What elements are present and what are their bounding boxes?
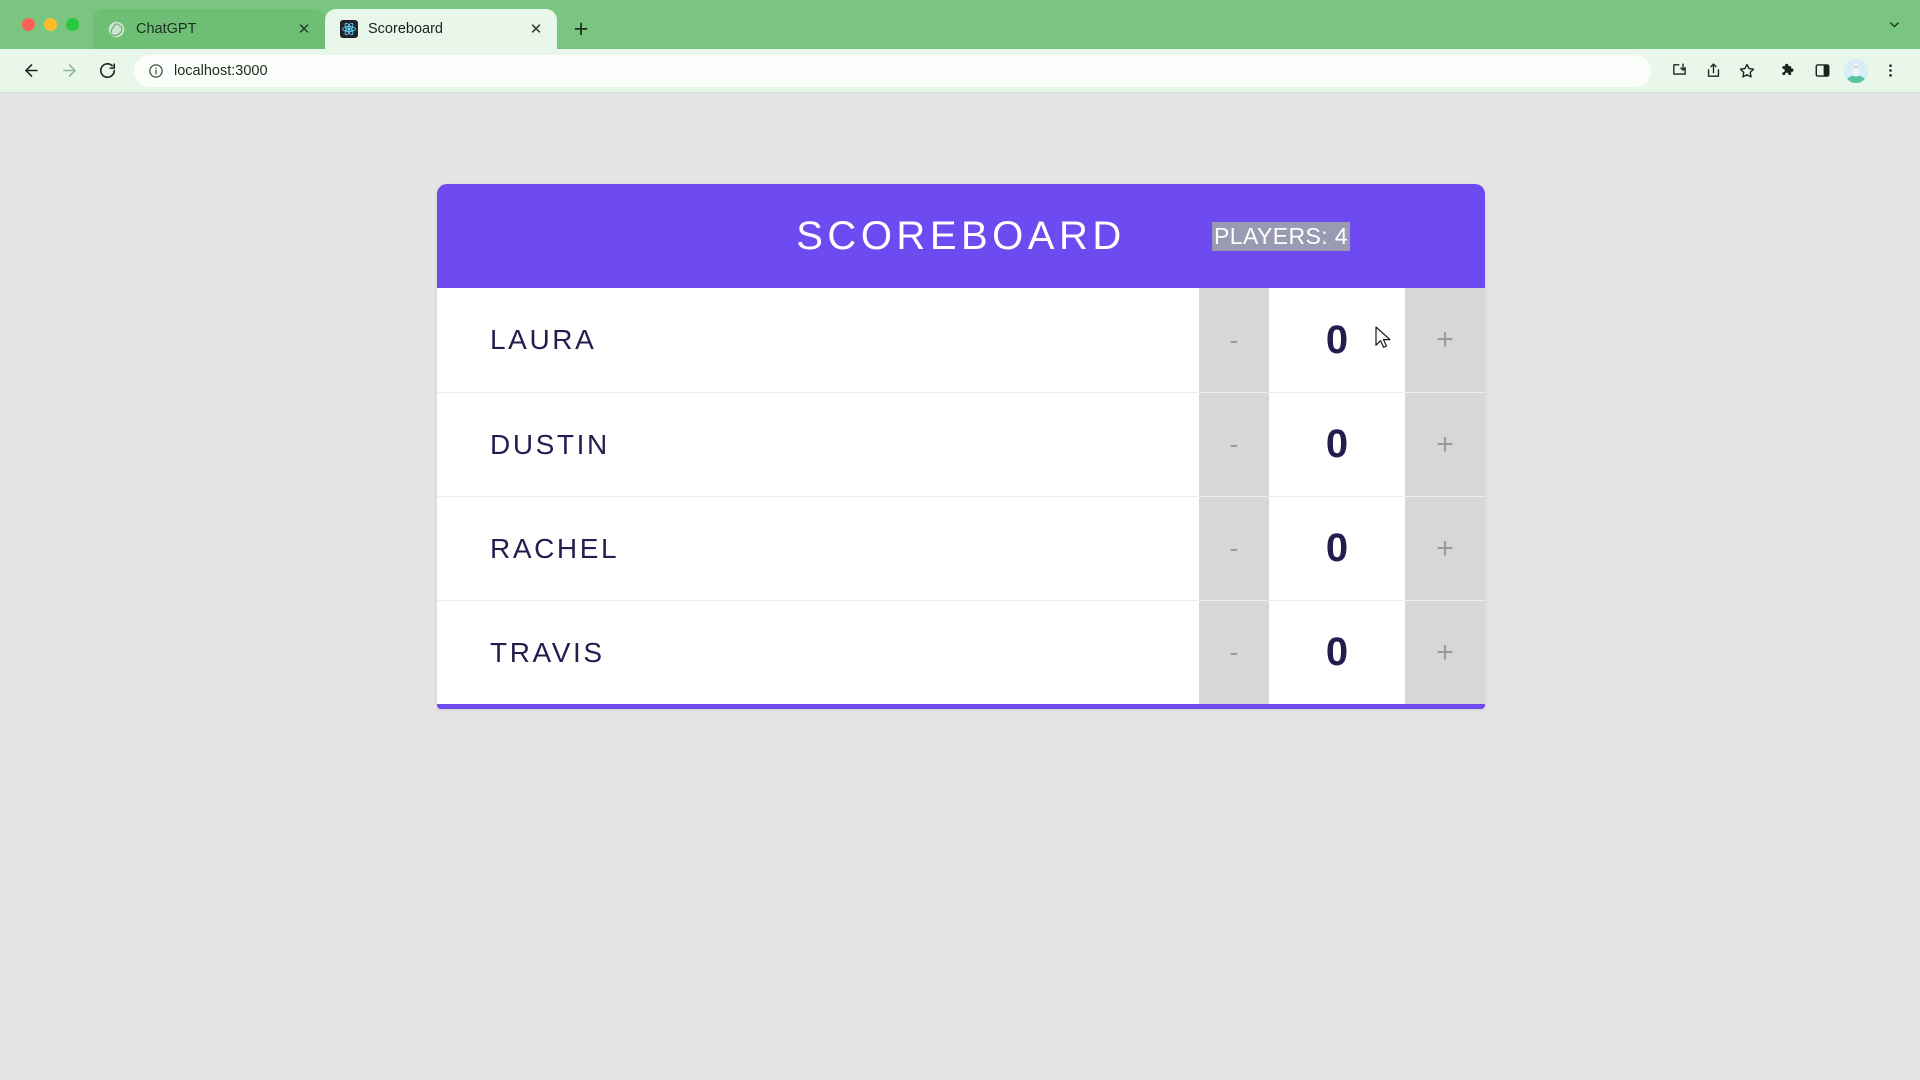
table-row: RACHEL - 0 +: [437, 496, 1485, 600]
table-row: LAURA - 0 +: [437, 288, 1485, 392]
tab-title-chatgpt: ChatGPT: [136, 21, 197, 37]
player-name: DUSTIN: [437, 393, 1199, 496]
side-panel-icon[interactable]: [1806, 55, 1838, 87]
close-window-button[interactable]: [22, 18, 35, 31]
decrement-score-button[interactable]: -: [1199, 288, 1269, 392]
scoreboard-header: SCOREBOARD PLAYERS: 4: [437, 184, 1485, 288]
player-score: 0: [1269, 601, 1405, 704]
players-count-label: PLAYERS: 4: [1212, 221, 1350, 251]
profile-avatar-icon[interactable]: [1840, 55, 1872, 87]
address-bar-url[interactable]: localhost:3000: [174, 62, 268, 79]
player-name: RACHEL: [437, 497, 1199, 600]
page-viewport: SCOREBOARD PLAYERS: 4 LAURA - 0 + DUSTIN…: [0, 94, 1920, 1080]
window-traffic-lights: [14, 0, 93, 49]
forward-arrow-icon: [52, 54, 86, 88]
player-list: LAURA - 0 + DUSTIN - 0 + RACHEL - 0: [437, 288, 1485, 704]
back-arrow-icon[interactable]: [14, 54, 48, 88]
tab-scoreboard[interactable]: Scoreboard ✕: [325, 9, 557, 49]
scoreboard-card: SCOREBOARD PLAYERS: 4 LAURA - 0 + DUSTIN…: [437, 184, 1485, 709]
page-title: SCOREBOARD: [796, 213, 1126, 258]
browser-toolbar: localhost:3000: [0, 49, 1920, 93]
reload-icon[interactable]: [90, 54, 124, 88]
player-score: 0: [1269, 497, 1405, 600]
player-name: LAURA: [437, 288, 1199, 392]
increment-score-button[interactable]: +: [1405, 393, 1485, 496]
increment-score-button[interactable]: +: [1405, 601, 1485, 704]
increment-score-button[interactable]: +: [1405, 497, 1485, 600]
download-icon[interactable]: [1663, 55, 1695, 87]
maximize-window-button[interactable]: [66, 18, 79, 31]
new-tab-button[interactable]: +: [573, 14, 589, 43]
tab-strip: ChatGPT ✕ Scoreboard ✕ +: [0, 0, 1920, 49]
table-row: DUSTIN - 0 +: [437, 392, 1485, 496]
chatgpt-logo-icon: [107, 20, 126, 39]
bookmark-star-icon[interactable]: [1731, 55, 1763, 87]
player-score: 0: [1269, 393, 1405, 496]
player-score: 0: [1269, 288, 1405, 392]
tab-close-icon[interactable]: ✕: [529, 20, 543, 38]
share-icon[interactable]: [1697, 55, 1729, 87]
table-row: TRAVIS - 0 +: [437, 600, 1485, 704]
decrement-score-button[interactable]: -: [1199, 497, 1269, 600]
player-name: TRAVIS: [437, 601, 1199, 704]
chevron-down-icon[interactable]: [1884, 15, 1904, 35]
tab-title-scoreboard: Scoreboard: [368, 21, 443, 37]
tab-chatgpt[interactable]: ChatGPT ✕: [93, 9, 325, 49]
increment-score-button[interactable]: +: [1405, 288, 1485, 392]
toolbar-actions: [1663, 55, 1906, 87]
minimize-window-button[interactable]: [44, 18, 57, 31]
react-logo-icon: [339, 20, 358, 39]
tab-close-icon[interactable]: ✕: [297, 20, 311, 38]
decrement-score-button[interactable]: -: [1199, 393, 1269, 496]
three-dot-menu-icon[interactable]: [1874, 55, 1906, 87]
address-bar[interactable]: localhost:3000: [134, 54, 1651, 87]
decrement-score-button[interactable]: -: [1199, 601, 1269, 704]
extensions-puzzle-icon[interactable]: [1772, 55, 1804, 87]
tab-strip-right: [1884, 0, 1920, 49]
avatar: [1844, 58, 1868, 83]
info-circle-icon[interactable]: [148, 63, 164, 79]
